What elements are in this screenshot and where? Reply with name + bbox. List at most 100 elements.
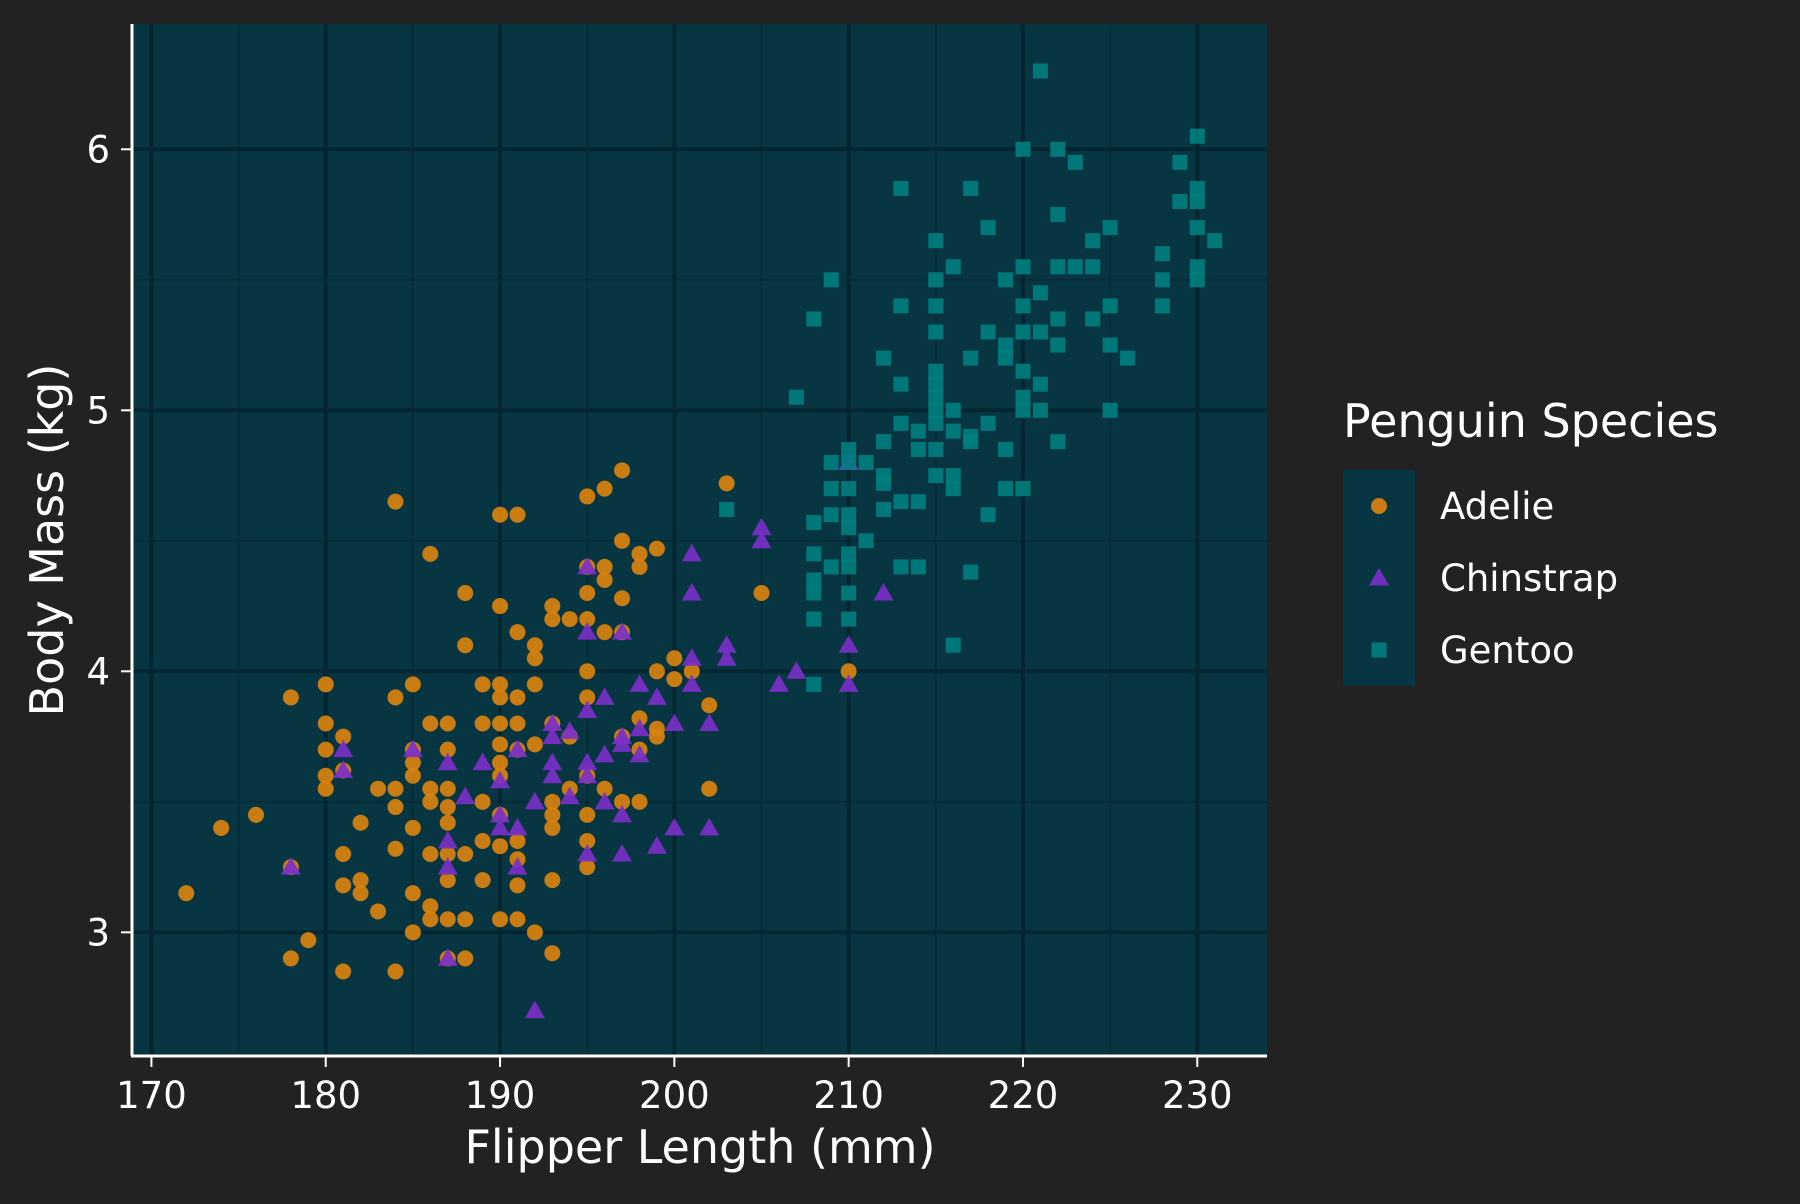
chinstrap-point: [472, 752, 493, 771]
legend-item-chinstrap: Chinstrap: [1369, 557, 1618, 600]
gentoo-point: [928, 402, 944, 418]
adelie-point: [544, 793, 561, 810]
gentoo-point: [806, 676, 822, 692]
adelie-point: [840, 663, 857, 680]
adelie-point: [579, 689, 596, 706]
gentoo-point: [998, 337, 1014, 353]
gentoo-point: [806, 611, 822, 627]
adelie-point: [387, 493, 404, 510]
gentoo-point: [1189, 259, 1205, 275]
adelie-point: [404, 885, 421, 902]
chinstrap-point: [786, 661, 807, 679]
adelie-point: [213, 819, 230, 836]
x-tick-label: 170: [116, 1074, 187, 1117]
adelie-point: [544, 611, 561, 628]
adelie-point: [439, 799, 456, 816]
y-tick-label: 5: [86, 389, 110, 432]
gentoo-point: [980, 507, 996, 523]
chinstrap-point: [751, 530, 772, 549]
adelie-point: [317, 676, 334, 693]
gentoo-point: [1207, 233, 1223, 249]
gentoo-point: [1154, 246, 1170, 262]
gentoo-point: [841, 507, 857, 523]
gentoo-point: [806, 515, 822, 531]
adelie-point: [683, 663, 700, 680]
adelie-point: [648, 540, 665, 557]
adelie-point: [335, 846, 352, 863]
chinstrap-point: [873, 583, 894, 601]
gentoo-point: [910, 441, 926, 457]
adelie-point: [387, 963, 404, 980]
gentoo-point: [893, 180, 909, 196]
adelie-point: [544, 872, 561, 889]
gentoo-point: [945, 402, 961, 418]
adelie-point: [422, 545, 439, 562]
adelie-point: [439, 780, 456, 797]
adelie-point: [439, 846, 456, 863]
adelie-point: [317, 715, 334, 732]
gentoo-point: [1120, 350, 1136, 366]
adelie-point: [579, 611, 596, 628]
gentoo-point: [1189, 180, 1205, 196]
gentoo-point: [928, 363, 944, 379]
gentoo-point: [841, 585, 857, 601]
gentoo-point: [980, 415, 996, 431]
gentoo-point: [1189, 128, 1205, 144]
legend-title: Penguin Species: [1343, 394, 1719, 448]
adelie-point: [457, 846, 474, 863]
chinstrap-point: [437, 948, 458, 966]
gentoo-point: [928, 272, 944, 288]
gentoo-point: [1050, 141, 1066, 157]
gentoo-point: [876, 434, 892, 450]
legend-marker-adelie: [1371, 498, 1387, 514]
adelie-point: [544, 598, 561, 615]
adelie-point: [492, 838, 509, 855]
minor-gridlines: [134, 24, 1267, 1055]
adelie-point: [422, 846, 439, 863]
gentoo-point: [963, 350, 979, 366]
chinstrap-point: [577, 765, 598, 784]
gentoo-point: [1015, 481, 1031, 497]
adelie-point: [614, 532, 631, 549]
x-tick-label: 190: [465, 1074, 536, 1117]
chinstrap-point: [507, 857, 528, 875]
adelie-point: [474, 872, 491, 889]
chinstrap-point: [542, 713, 563, 732]
gentoo-point: [910, 559, 926, 575]
major-gridlines: [134, 24, 1267, 1055]
gentoo-point: [945, 481, 961, 497]
gentoo-point: [1189, 193, 1205, 209]
adelie-point: [439, 715, 456, 732]
adelie-point: [701, 697, 718, 714]
adelie-point: [701, 780, 718, 797]
adelie-point: [352, 872, 369, 889]
gentoo-point: [963, 564, 979, 580]
adelie-point: [387, 780, 404, 797]
gentoo-point: [823, 559, 839, 575]
gentoo-point: [858, 455, 874, 471]
y-axis-title: Body Mass (kg): [20, 364, 74, 717]
gentoo-point: [806, 572, 822, 588]
gentoo-point: [998, 441, 1014, 457]
gentoo-point: [963, 434, 979, 450]
x-tick-label: 230: [1162, 1074, 1233, 1117]
adelie-point: [526, 924, 543, 941]
legend-marker-chinstrap: [1369, 568, 1389, 586]
chinstrap-point: [577, 752, 598, 771]
adelie-point: [457, 585, 474, 602]
gentoo-point: [806, 311, 822, 327]
gentoo-point: [893, 415, 909, 431]
gentoo-point: [928, 376, 944, 392]
chinstrap-point: [716, 648, 737, 666]
adelie-point: [457, 911, 474, 928]
gentoo-point: [928, 415, 944, 431]
adelie-point: [404, 819, 421, 836]
adelie-point: [526, 736, 543, 753]
adelie-point: [631, 793, 648, 810]
adelie-point: [474, 676, 491, 693]
adelie-point: [422, 911, 439, 928]
gentoo-point: [980, 220, 996, 236]
adelie-point: [718, 475, 735, 492]
gentoo-point: [1172, 193, 1188, 209]
